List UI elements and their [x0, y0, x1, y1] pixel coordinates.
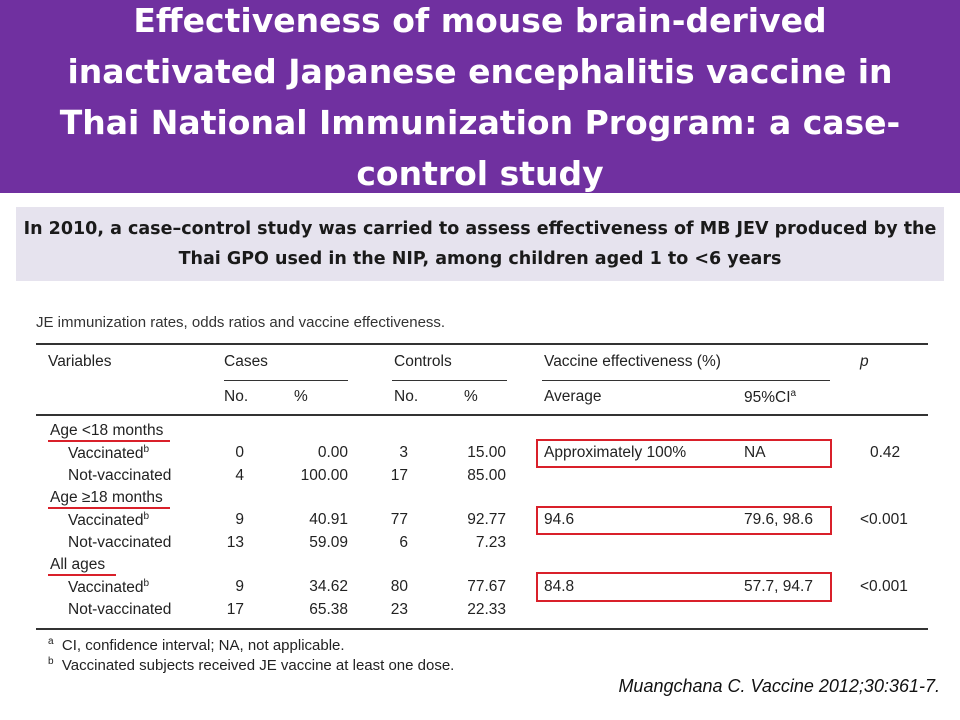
row-label-vaccinated: Vaccinatedb	[68, 444, 150, 463]
cell-controls-no: 3	[399, 444, 408, 461]
cell-cases-pct: 59.09	[309, 534, 348, 551]
cell-controls-no: 80	[390, 578, 408, 595]
group-label-under18: Age <18 months	[50, 422, 164, 439]
row-label-not-vaccinated: Not-vaccinated	[68, 534, 172, 551]
summary-box: In 2010, a case–control study was carrie…	[16, 207, 944, 281]
cell-cases-pct: 100.00	[300, 467, 348, 484]
summary-text: In 2010, a case–control study was carrie…	[23, 219, 937, 269]
cell-controls-pct: 77.67	[467, 578, 506, 595]
cell-controls-pct: 7.23	[475, 534, 506, 551]
header-ci: 95%CIa	[744, 388, 797, 407]
ve-rule	[542, 380, 830, 381]
cell-ve-ci: 79.6, 98.6	[744, 511, 813, 528]
cell-ve-ci: NA	[744, 444, 766, 461]
cell-controls-pct: 92.77	[467, 511, 506, 528]
cell-ve-average: Approximately 100%	[544, 444, 687, 461]
header-cases-no: No.	[224, 388, 249, 405]
header-bottom-rule	[36, 414, 928, 416]
controls-rule	[392, 380, 507, 381]
row-label-vaccinated: Vaccinatedb	[68, 578, 150, 597]
header-controls-pct: %	[464, 388, 478, 405]
group-underline-all-ages	[48, 574, 116, 576]
cell-controls-no: 6	[399, 534, 408, 551]
cell-cases-no: 9	[235, 511, 244, 528]
cases-rule	[224, 380, 348, 381]
cell-cases-no: 9	[235, 578, 244, 595]
results-table: JE immunization rates, odds ratios and v…	[28, 308, 928, 674]
right-bottom-rule	[528, 628, 928, 630]
group-label-18plus: Age ≥18 months	[50, 489, 163, 506]
cell-cases-pct: 40.91	[309, 511, 348, 528]
cell-controls-no: 17	[390, 467, 408, 484]
footnote-a: a CI, confidence interval; NA, not appli…	[48, 636, 345, 654]
table-top-rule	[36, 343, 928, 345]
highlight-box	[536, 506, 832, 535]
header-ve: Vaccine effectiveness (%)	[544, 353, 721, 370]
cell-cases-no: 4	[235, 467, 244, 484]
cell-cases-pct: 34.62	[309, 578, 348, 595]
header-p: p	[860, 353, 869, 370]
group-label-all-ages: All ages	[50, 556, 106, 573]
cell-controls-no: 23	[390, 601, 408, 618]
header-average: Average	[544, 388, 602, 405]
cell-cases-no: 17	[226, 601, 244, 618]
header-controls-no: No.	[394, 388, 419, 405]
header-cases-pct: %	[294, 388, 308, 405]
cell-ve-average: 84.8	[544, 578, 575, 595]
footnote-b: b Vaccinated subjects received JE vaccin…	[48, 656, 455, 674]
header-controls: Controls	[394, 353, 452, 370]
cell-controls-pct: 22.33	[467, 601, 506, 618]
cell-cases-no: 0	[235, 444, 244, 461]
highlight-box	[536, 439, 832, 468]
cell-cases-pct: 0.00	[317, 444, 348, 461]
citation: Muangchana C. Vaccine 2012;30:361-7.	[618, 676, 940, 696]
cell-controls-pct: 15.00	[467, 444, 506, 461]
row-label-not-vaccinated: Not-vaccinated	[68, 467, 172, 484]
header-cases: Cases	[224, 353, 268, 370]
cell-controls-no: 77	[390, 511, 408, 528]
table-caption: JE immunization rates, odds ratios and v…	[36, 314, 446, 331]
group-underline-under18	[48, 440, 170, 442]
slide-title: Effectiveness of mouse brain-derived ina…	[59, 0, 901, 193]
header-variables: Variables	[48, 353, 112, 370]
cell-ve-ci: 57.7, 94.7	[744, 578, 813, 595]
group-underline-18plus	[48, 507, 170, 509]
cell-controls-pct: 85.00	[467, 467, 506, 484]
left-bottom-rule	[36, 628, 528, 630]
row-label-vaccinated: Vaccinatedb	[68, 511, 150, 530]
title-banner: Effectiveness of mouse brain-derived ina…	[0, 0, 960, 193]
highlight-box	[536, 572, 832, 602]
cell-p-value: 0.42	[870, 444, 901, 461]
cell-ve-average: 94.6	[544, 511, 575, 528]
cell-cases-pct: 65.38	[309, 601, 348, 618]
cell-p-value: <0.001	[860, 511, 908, 528]
row-label-not-vaccinated: Not-vaccinated	[68, 601, 172, 618]
cell-p-value: <0.001	[860, 578, 908, 595]
cell-cases-no: 13	[226, 534, 244, 551]
